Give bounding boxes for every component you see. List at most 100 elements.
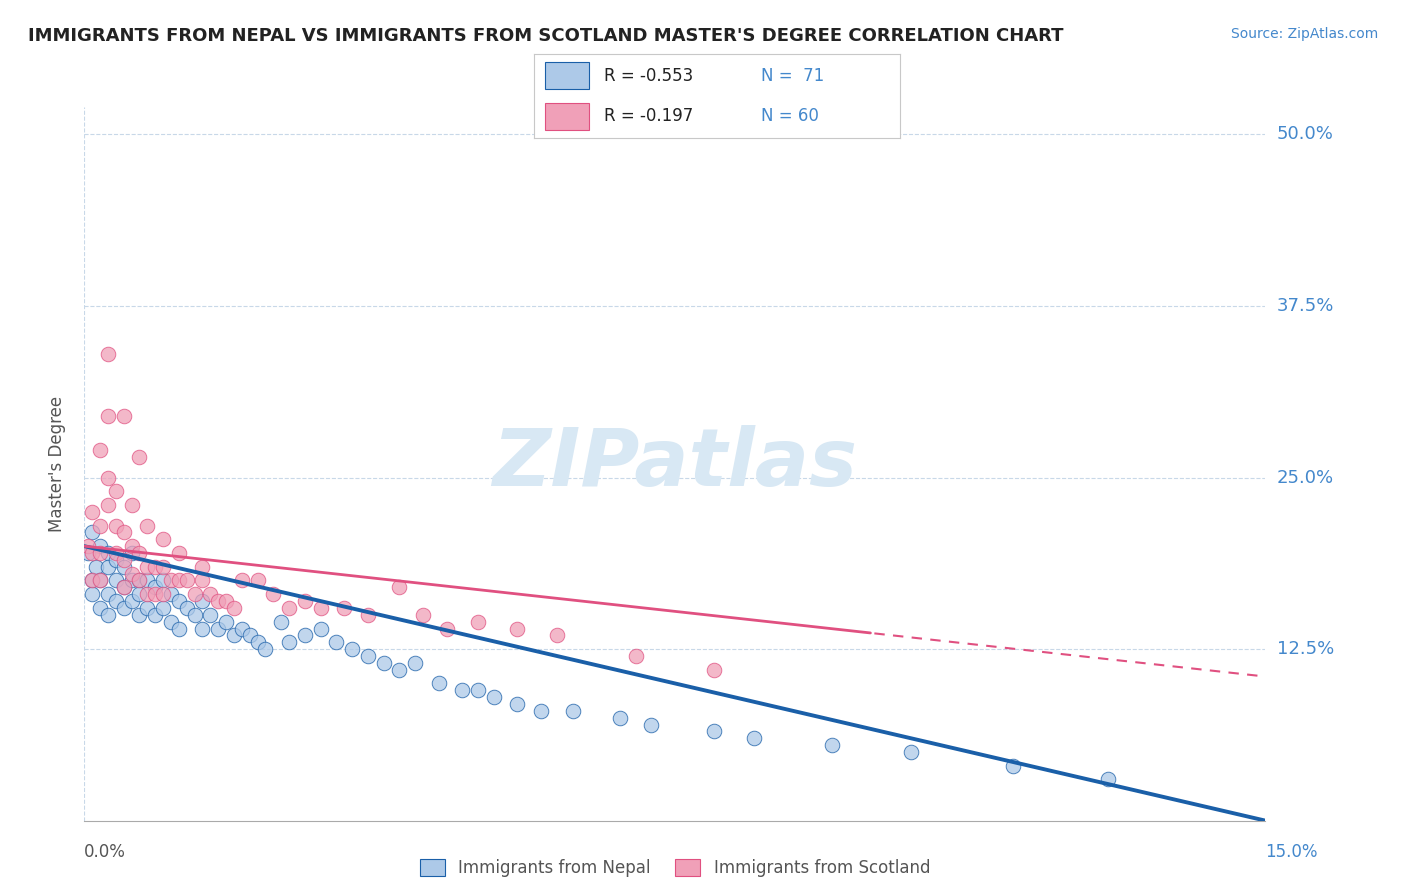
- Point: [239, 628, 262, 642]
- Point: [82, 574, 104, 588]
- Point: [231, 574, 253, 588]
- Point: [200, 587, 222, 601]
- Point: [112, 580, 135, 594]
- Point: [357, 648, 380, 663]
- Point: [167, 574, 190, 588]
- Point: [167, 546, 190, 560]
- Point: [1002, 758, 1025, 772]
- Point: [183, 607, 205, 622]
- Point: [128, 607, 150, 622]
- Point: [128, 574, 150, 588]
- Point: [404, 656, 426, 670]
- Point: [467, 683, 489, 698]
- Text: 37.5%: 37.5%: [1277, 297, 1334, 315]
- Text: 50.0%: 50.0%: [1277, 126, 1333, 144]
- Point: [1097, 772, 1119, 787]
- Point: [112, 559, 135, 574]
- Point: [309, 622, 332, 636]
- Point: [200, 607, 222, 622]
- Point: [104, 594, 127, 608]
- Point: [333, 601, 356, 615]
- Point: [104, 518, 127, 533]
- Point: [278, 635, 301, 649]
- Point: [136, 574, 159, 588]
- Point: [546, 628, 568, 642]
- Point: [143, 559, 166, 574]
- Point: [121, 594, 143, 608]
- Point: [136, 518, 159, 533]
- Point: [183, 587, 205, 601]
- Point: [191, 622, 214, 636]
- Point: [97, 347, 120, 361]
- Point: [84, 559, 107, 574]
- Point: [357, 607, 380, 622]
- Point: [703, 663, 725, 677]
- Point: [262, 587, 284, 601]
- Text: 25.0%: 25.0%: [1277, 468, 1334, 486]
- Point: [506, 697, 529, 711]
- Text: R = -0.197: R = -0.197: [603, 107, 693, 125]
- Point: [97, 409, 120, 423]
- Point: [128, 546, 150, 560]
- Point: [482, 690, 505, 705]
- Point: [222, 628, 245, 642]
- Point: [176, 574, 198, 588]
- Point: [77, 546, 100, 560]
- Point: [89, 539, 111, 553]
- Point: [530, 704, 553, 718]
- Point: [136, 587, 159, 601]
- Point: [82, 587, 104, 601]
- Point: [215, 615, 238, 629]
- Point: [388, 580, 411, 594]
- Point: [89, 601, 111, 615]
- Point: [191, 574, 214, 588]
- Point: [112, 553, 135, 567]
- Point: [561, 704, 583, 718]
- Text: 12.5%: 12.5%: [1277, 640, 1334, 658]
- Point: [152, 587, 174, 601]
- Point: [97, 470, 120, 484]
- Point: [640, 717, 662, 731]
- Point: [121, 539, 143, 553]
- Point: [167, 622, 190, 636]
- Point: [104, 484, 127, 499]
- Point: [97, 587, 120, 601]
- Point: [97, 607, 120, 622]
- Point: [112, 601, 135, 615]
- Bar: [546, 62, 589, 89]
- Point: [104, 553, 127, 567]
- Point: [222, 601, 245, 615]
- Point: [121, 574, 143, 588]
- Point: [742, 731, 765, 746]
- Point: [128, 450, 150, 464]
- Point: [294, 594, 316, 608]
- Point: [191, 559, 214, 574]
- Point: [176, 601, 198, 615]
- Point: [97, 546, 120, 560]
- Point: [278, 601, 301, 615]
- Point: [143, 580, 166, 594]
- Point: [89, 574, 111, 588]
- Text: R = -0.553: R = -0.553: [603, 67, 693, 85]
- Point: [89, 574, 111, 588]
- Point: [82, 505, 104, 519]
- Point: [97, 498, 120, 512]
- Point: [104, 546, 127, 560]
- Point: [112, 525, 135, 540]
- Y-axis label: Master's Degree: Master's Degree: [48, 396, 66, 532]
- Point: [121, 546, 143, 560]
- Point: [703, 724, 725, 739]
- Point: [128, 574, 150, 588]
- Legend: Immigrants from Nepal, Immigrants from Scotland: Immigrants from Nepal, Immigrants from S…: [413, 852, 936, 884]
- Point: [143, 607, 166, 622]
- Bar: [546, 103, 589, 130]
- Point: [160, 587, 183, 601]
- Point: [270, 615, 292, 629]
- Point: [143, 587, 166, 601]
- Point: [436, 622, 458, 636]
- Point: [609, 711, 631, 725]
- Point: [128, 587, 150, 601]
- Point: [152, 559, 174, 574]
- Point: [821, 738, 844, 752]
- Point: [231, 622, 253, 636]
